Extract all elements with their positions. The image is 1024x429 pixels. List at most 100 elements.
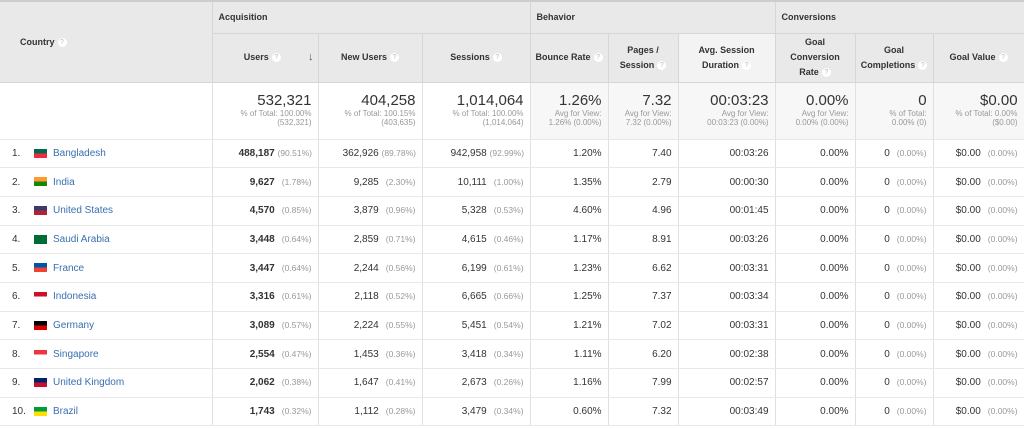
percent: (90.51%) [277, 147, 313, 158]
column-header-new-users[interactable]: New Users? [318, 33, 423, 83]
help-icon[interactable]: ? [271, 53, 281, 63]
total-value: 0.00% [805, 91, 849, 109]
percent: (0.00%) [896, 348, 927, 359]
value: $0.00 [955, 233, 981, 245]
row-index: 10. [12, 406, 26, 418]
country-link[interactable]: Bangladesh [53, 147, 106, 159]
column-header-goal-value[interactable]: Goal Value? [933, 33, 1024, 83]
pages-session-cell: 7.32 [608, 397, 679, 427]
value: 488,187 [238, 147, 275, 159]
country-link[interactable]: Saudi Arabia [53, 233, 110, 245]
goal-completions-cell: 0 (0.00%) [855, 253, 934, 283]
total-cell: $0.00% of Total: 0.00% ($0.00) [933, 82, 1024, 140]
percent: (0.53%) [493, 205, 524, 216]
table-row: 4. Saudi Arabia 3,448 (0.64%) 2,859 (0.71… [0, 225, 1024, 255]
value: 9,285 [353, 176, 379, 188]
value: 8.91 [652, 233, 672, 245]
table-row: 9. United Kingdom 2,062 (0.38%) 1,647 (0.… [0, 368, 1024, 398]
help-icon[interactable]: ? [998, 53, 1008, 63]
value: 0.00% [820, 233, 849, 245]
column-header-sessions[interactable]: Sessions? [422, 33, 531, 83]
table-row: 7. Germany 3,089 (0.57%) 2,224 (0.55%) 5,… [0, 311, 1024, 341]
row-index: 4. [12, 233, 21, 245]
value: 2,118 [354, 291, 379, 303]
percent: (0.00%) [987, 233, 1018, 244]
value: 00:00:30 [729, 176, 769, 188]
flag-icon [34, 378, 47, 388]
value: $0.00 [955, 176, 981, 188]
new-users-cell: 2,118 (0.52%) [318, 282, 423, 312]
column-header-users[interactable]: ↓ Users? [212, 33, 319, 83]
goal-conversion-rate-cell: 0.00% [775, 311, 856, 341]
value: 7.37 [652, 291, 672, 303]
percent: (0.85%) [281, 205, 312, 216]
country-link[interactable]: Brazil [53, 406, 79, 418]
value: 0 [884, 147, 890, 159]
country-cell: 6. Indonesia [0, 282, 213, 312]
help-icon[interactable]: ? [821, 68, 831, 78]
sort-descending-icon[interactable]: ↓ [308, 51, 314, 63]
column-header-pages-session[interactable]: Pages / Session? [608, 33, 679, 83]
column-header-goal-conversion-rate[interactable]: Goal Conversion Rate? [775, 33, 856, 83]
help-icon[interactable]: ? [390, 53, 400, 63]
value: 3,448 [249, 233, 275, 245]
value: 7.99 [652, 377, 672, 389]
value: 362,926 [342, 147, 379, 159]
users-cell: 2,062 (0.38%) [212, 368, 319, 398]
country-link[interactable]: India [53, 176, 75, 188]
pages-session-cell: 6.20 [608, 339, 679, 369]
help-icon[interactable]: ? [57, 37, 67, 47]
percent: (0.00%) [987, 205, 1018, 216]
total-note: Avg for View: [624, 108, 672, 118]
value: 0 [884, 176, 890, 188]
value: 0 [884, 319, 890, 331]
help-icon[interactable]: ? [593, 53, 603, 63]
value: 1,112 [354, 406, 379, 418]
country-link[interactable]: Indonesia [53, 291, 97, 303]
bounce-rate-cell: 4.60% [530, 196, 609, 226]
help-icon[interactable]: ? [492, 53, 502, 63]
goal-completions-cell: 0 (0.00%) [855, 225, 934, 255]
sessions-cell: 3,479 (0.34%) [422, 397, 531, 427]
value: 00:03:31 [729, 262, 769, 274]
help-icon[interactable]: ? [657, 60, 667, 70]
value: $0.00 [955, 291, 981, 303]
totals-label [0, 82, 213, 140]
help-icon[interactable]: ? [918, 60, 928, 70]
value: 4,570 [249, 205, 275, 217]
column-header-bounce-rate[interactable]: Bounce Rate? [530, 33, 609, 83]
percent: (0.00%) [896, 205, 927, 216]
row-index: 1. [12, 147, 21, 159]
column-header-goal-completions[interactable]: Goal Completions? [855, 33, 934, 83]
value: 0.00% [820, 348, 849, 360]
column-header-country[interactable]: Country? [0, 1, 213, 83]
value: 3,316 [249, 291, 275, 303]
goal-completions-cell: 0 (0.00%) [855, 311, 934, 341]
column-header-avg-session-duration[interactable]: Avg. Session Duration? [678, 33, 776, 83]
bounce-rate-cell: 1.11% [530, 339, 609, 369]
new-users-cell: 362,926 (89.78%) [318, 139, 423, 169]
value: 0 [884, 406, 890, 418]
value: 1.20% [573, 147, 602, 159]
goal-conversion-rate-cell: 0.00% [775, 368, 856, 398]
total-note: Avg for View: [721, 108, 769, 118]
new-users-cell: 2,244 (0.56%) [318, 253, 423, 283]
value: 0.00% [820, 319, 849, 331]
duration-cell: 00:01:45 [678, 196, 776, 226]
percent: (0.34%) [493, 348, 524, 359]
country-link[interactable]: United States [53, 205, 114, 217]
duration-cell: 00:03:49 [678, 397, 776, 427]
percent: (0.00%) [987, 176, 1018, 187]
country-link[interactable]: Singapore [53, 348, 99, 360]
country-link[interactable]: United Kingdom [53, 377, 125, 389]
value: 0 [884, 205, 890, 217]
percent: (89.78%) [381, 147, 417, 158]
value: 2,554 [249, 348, 275, 360]
help-icon[interactable]: ? [742, 60, 752, 70]
country-link[interactable]: Germany [53, 319, 95, 331]
country-link[interactable]: France [53, 262, 85, 274]
flag-icon [34, 320, 47, 330]
row-index: 9. [12, 377, 21, 389]
new-users-cell: 9,285 (2.30%) [318, 167, 423, 197]
goal-value-cell: $0.00 (0.00%) [933, 397, 1024, 427]
